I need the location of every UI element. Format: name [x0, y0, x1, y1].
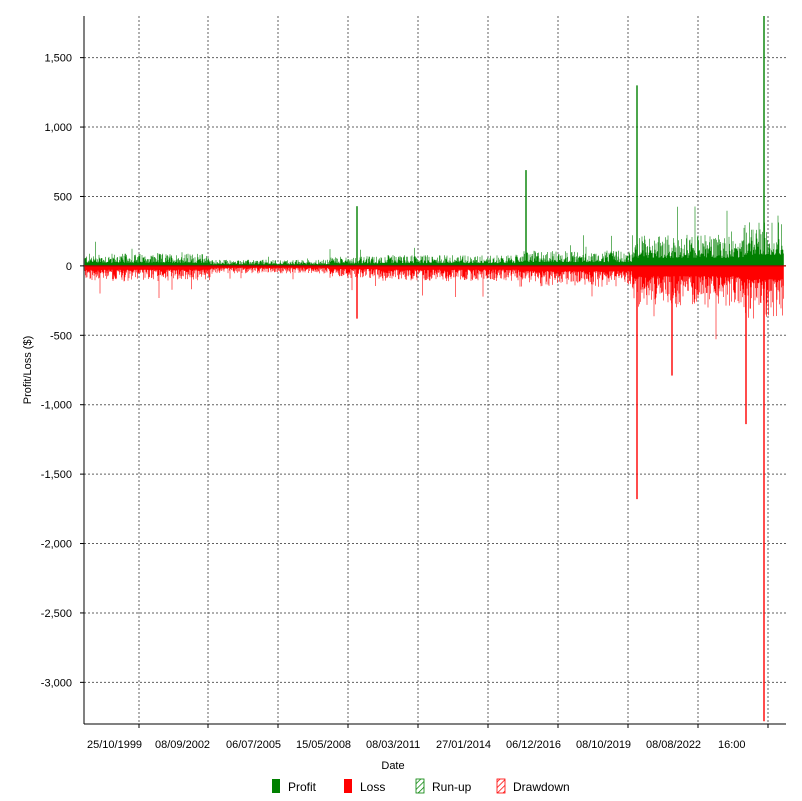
legend-label-loss: Loss [360, 780, 385, 794]
profit-bars [84, 206, 784, 266]
x-tick-label: 08/03/2011 [366, 739, 420, 751]
legend-label-drawdown: Drawdown [513, 780, 570, 794]
y-tick-label: -2,500 [41, 608, 72, 620]
loss-series [84, 265, 784, 722]
y-tick-label: -1,500 [41, 469, 72, 481]
x-tick-label: 25/10/1999 [87, 739, 142, 751]
x-tick-labels: 25/10/1999 08/09/2002 06/07/2005 15/05/2008… [87, 724, 769, 751]
y-tick-label: -3,000 [41, 677, 72, 689]
x-axis-title: Date [381, 760, 404, 772]
legend-label-profit: Profit [288, 780, 317, 794]
legend-swatch-profit [272, 779, 280, 793]
loss-bars [84, 265, 784, 340]
x-tick-label: 16:00 [718, 739, 746, 751]
legend-swatch-run-up [415, 778, 425, 794]
x-tick-label: 08/10/2019 [576, 739, 631, 751]
axes [83, 16, 786, 725]
x-tick-label: 08/09/2002 [155, 739, 210, 751]
x-tick-label: 08/08/2022 [646, 739, 701, 751]
legend-label-run-up: Run-up [432, 780, 472, 794]
y-tick-label: 1,000 [44, 122, 72, 134]
x-tick-label: 06/07/2005 [226, 739, 281, 751]
legend-swatch-loss [344, 779, 352, 793]
x-tick-label: 27/01/2014 [436, 739, 491, 751]
y-tick-label: -2,000 [41, 539, 72, 551]
legend: Profit Loss Run-up Drawdown [272, 778, 570, 794]
x-tick-label: 15/05/2008 [296, 739, 351, 751]
y-tick-label: 0 [66, 261, 72, 273]
profit-series [84, 16, 784, 266]
y-tick-label: -1,000 [41, 400, 72, 412]
legend-swatch-drawdown [496, 778, 506, 794]
y-tick-labels: 1,500 1,000 500 0 -500 -1,000 -1,500 -2,000 -2,5… [41, 53, 84, 689]
y-tick-label: -500 [50, 330, 72, 342]
y-tick-label: 1,500 [44, 53, 72, 65]
y-tick-label: 500 [54, 191, 72, 203]
x-tick-label: 06/12/2016 [506, 739, 561, 751]
grid [84, 16, 786, 724]
y-axis-title: Profit/Loss ($) [22, 336, 34, 404]
